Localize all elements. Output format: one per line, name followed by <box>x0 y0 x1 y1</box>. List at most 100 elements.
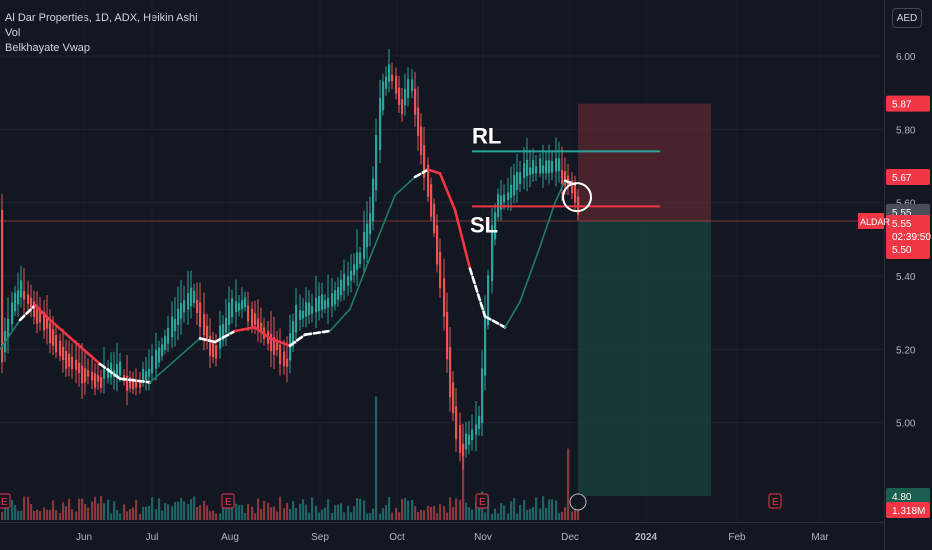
candle-body <box>494 212 497 240</box>
volume-bar <box>206 505 209 520</box>
candle-body <box>315 298 318 313</box>
candle-body <box>238 303 241 311</box>
volume-bar <box>439 504 442 520</box>
volume-bar <box>46 509 49 520</box>
volume-bar <box>340 503 343 520</box>
volume-bar <box>286 502 289 520</box>
volume-bar <box>228 506 231 520</box>
candle-body <box>164 335 167 350</box>
vwap-indicator-label[interactable]: Belkhayate Vwap <box>5 42 90 54</box>
candle-body <box>359 252 362 265</box>
candle-body <box>430 184 433 217</box>
volume-bar <box>375 396 378 520</box>
candle-body <box>273 336 276 355</box>
highlight-circle <box>562 182 592 213</box>
volume-bar <box>539 508 542 520</box>
volume-bar <box>353 506 356 520</box>
vwap-segment <box>98 362 122 380</box>
volume-bar <box>164 503 167 520</box>
vwap-segment <box>48 318 77 344</box>
symbol-title[interactable]: Al Dar Properties, 1D, ADX, Heikin Ashi <box>5 12 198 24</box>
currency-button[interactable]: AED <box>892 8 922 28</box>
candle-body <box>215 345 218 359</box>
volume-bars <box>1 396 580 520</box>
volume-indicator-label[interactable]: Vol <box>5 27 21 39</box>
candle-body <box>427 164 430 197</box>
volume-bar <box>334 505 337 520</box>
candle-body <box>225 317 228 333</box>
volume-bar <box>171 506 174 520</box>
volume-bar <box>449 497 452 520</box>
volume-bar <box>263 500 266 520</box>
volume-bar <box>273 506 276 520</box>
volume-bar <box>561 511 564 520</box>
volume-bar <box>315 505 318 520</box>
candle-body <box>455 406 458 440</box>
candle-body <box>439 251 442 289</box>
volume-bar <box>574 505 577 520</box>
vwap-segment <box>253 326 272 340</box>
candle-body <box>187 293 190 310</box>
candle-body <box>151 356 154 374</box>
volume-bar <box>455 498 458 520</box>
volume-bar <box>359 498 362 520</box>
candle-body <box>33 301 36 317</box>
volume-bar <box>420 509 423 520</box>
vwap-segment <box>413 168 430 179</box>
candle-body <box>241 300 244 309</box>
candle-body <box>324 300 327 309</box>
candle-body <box>100 377 103 388</box>
candle-body <box>135 379 138 388</box>
candle-body <box>78 362 81 374</box>
candle-body <box>423 145 426 178</box>
candle-body <box>283 351 286 367</box>
vwap-segment <box>369 194 396 259</box>
entry-low-badge <box>886 488 930 505</box>
candle-body <box>84 368 87 383</box>
volume-bar <box>177 501 180 520</box>
symbol-price-badge-text: 02:39:50 <box>892 232 931 243</box>
volume-bar <box>337 504 340 520</box>
candle-body <box>446 311 449 360</box>
candle-body <box>561 170 564 185</box>
candle-body <box>91 371 94 381</box>
volume-bar <box>43 507 46 520</box>
volume-bar <box>305 504 308 520</box>
volume-bar <box>219 513 222 520</box>
time-tick-label: Jun <box>76 532 92 543</box>
candle-body <box>276 340 279 350</box>
price-axis-divider <box>884 0 885 550</box>
volume-bar <box>503 505 506 520</box>
candle-body <box>510 184 513 198</box>
candle-body <box>436 225 439 265</box>
candle-body <box>491 225 494 282</box>
volume-bar <box>279 496 282 520</box>
volume-bar <box>529 508 532 520</box>
volume-bar <box>500 503 503 520</box>
volume-bar <box>484 512 487 520</box>
candle-body <box>532 160 535 174</box>
candle-body <box>331 293 334 307</box>
candle-body <box>27 294 30 304</box>
candle-body <box>107 367 110 379</box>
candle-body <box>545 160 548 174</box>
vwap-segment <box>394 176 416 197</box>
candle-body <box>30 297 33 308</box>
candle-body <box>174 319 177 332</box>
volume-bar <box>407 500 410 520</box>
candle-body <box>564 171 567 186</box>
volume-bar <box>110 513 113 520</box>
candle-body <box>417 107 420 136</box>
volume-bar <box>401 499 404 520</box>
candle-body <box>404 88 407 106</box>
volume-bar <box>452 507 455 520</box>
volume-bar <box>372 508 375 520</box>
volume-bar <box>542 496 545 520</box>
target-price-badge <box>886 95 930 112</box>
volume-bar <box>215 513 218 520</box>
volume-badge-text: 1.318M <box>892 506 925 517</box>
vwap-segment <box>349 256 371 310</box>
volume-bar <box>180 498 183 520</box>
volume-bar <box>238 505 241 520</box>
